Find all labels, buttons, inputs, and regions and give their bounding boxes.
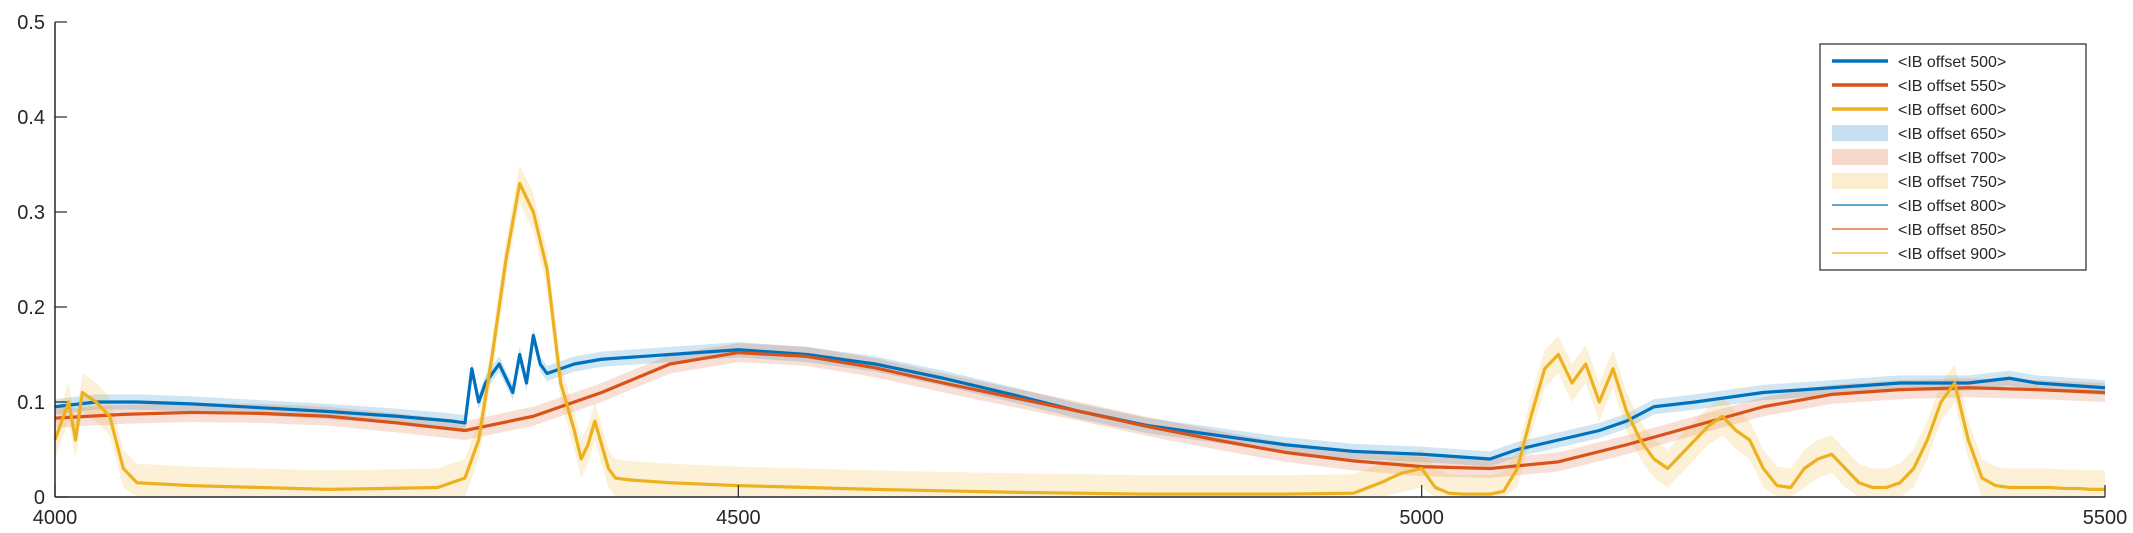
x-tick-label: 4000 bbox=[33, 507, 78, 529]
legend-entry: <IB offset 750> bbox=[1832, 173, 2006, 191]
legend-swatch bbox=[1832, 149, 1888, 165]
legend-swatch bbox=[1832, 125, 1888, 141]
legend-entry: <IB offset 850> bbox=[1832, 222, 2006, 239]
legend-label: <IB offset 550> bbox=[1898, 78, 2006, 95]
legend-entry: <IB offset 800> bbox=[1832, 198, 2006, 215]
legend-entry: <IB offset 500> bbox=[1832, 54, 2006, 71]
series-3-band bbox=[55, 164, 2105, 497]
legend-box bbox=[1819, 43, 2087, 271]
x-tick-label: 5500 bbox=[2083, 507, 2128, 529]
y-tick-label: 0.5 bbox=[17, 12, 45, 34]
axes bbox=[54, 22, 2105, 498]
y-tick-label: 0.4 bbox=[17, 107, 45, 129]
legend-label: <IB offset 500> bbox=[1898, 54, 2006, 71]
series-3-line bbox=[53, 181, 2105, 496]
x-tick-label: 4500 bbox=[716, 507, 761, 529]
confidence-bands bbox=[55, 164, 2105, 497]
legend-entry: <IB offset 650> bbox=[1832, 125, 2006, 143]
x-tick-label: 5000 bbox=[1399, 507, 1444, 529]
legend-label: <IB offset 700> bbox=[1898, 150, 2006, 167]
y-tick-label: 0.1 bbox=[17, 392, 45, 414]
legend-label: <IB offset 800> bbox=[1898, 198, 2006, 215]
legend: <IB offset 500> <IB offset 550> <IB offset… bbox=[1819, 43, 2087, 271]
legend-entry: <IB offset 550> bbox=[1832, 78, 2006, 95]
series-2-line bbox=[54, 351, 2106, 471]
legend-entry: <IB offset 700> bbox=[1832, 149, 2006, 167]
ticks: 0 0.1 0.2 0.3 0.4 0.5 4000 4500 5000 5500 bbox=[17, 12, 2127, 529]
series-lines bbox=[53, 181, 2106, 496]
legend-label: <IB offset 900> bbox=[1898, 246, 2006, 263]
legend-label: <IB offset 600> bbox=[1898, 102, 2006, 119]
legend-swatch bbox=[1832, 173, 1888, 189]
y-tick-label: 0.3 bbox=[17, 202, 45, 224]
legend-label: <IB offset 850> bbox=[1898, 222, 2006, 239]
y-tick-label: 0 bbox=[34, 487, 45, 509]
series-1-line bbox=[54, 333, 2106, 461]
legend-label: <IB offset 650> bbox=[1898, 126, 2006, 143]
legend-entry: <IB offset 600> bbox=[1832, 102, 2006, 119]
y-tick-label: 0.2 bbox=[17, 297, 45, 319]
legend-label: <IB offset 750> bbox=[1898, 174, 2006, 191]
legend-entry: <IB offset 900> bbox=[1832, 246, 2006, 263]
